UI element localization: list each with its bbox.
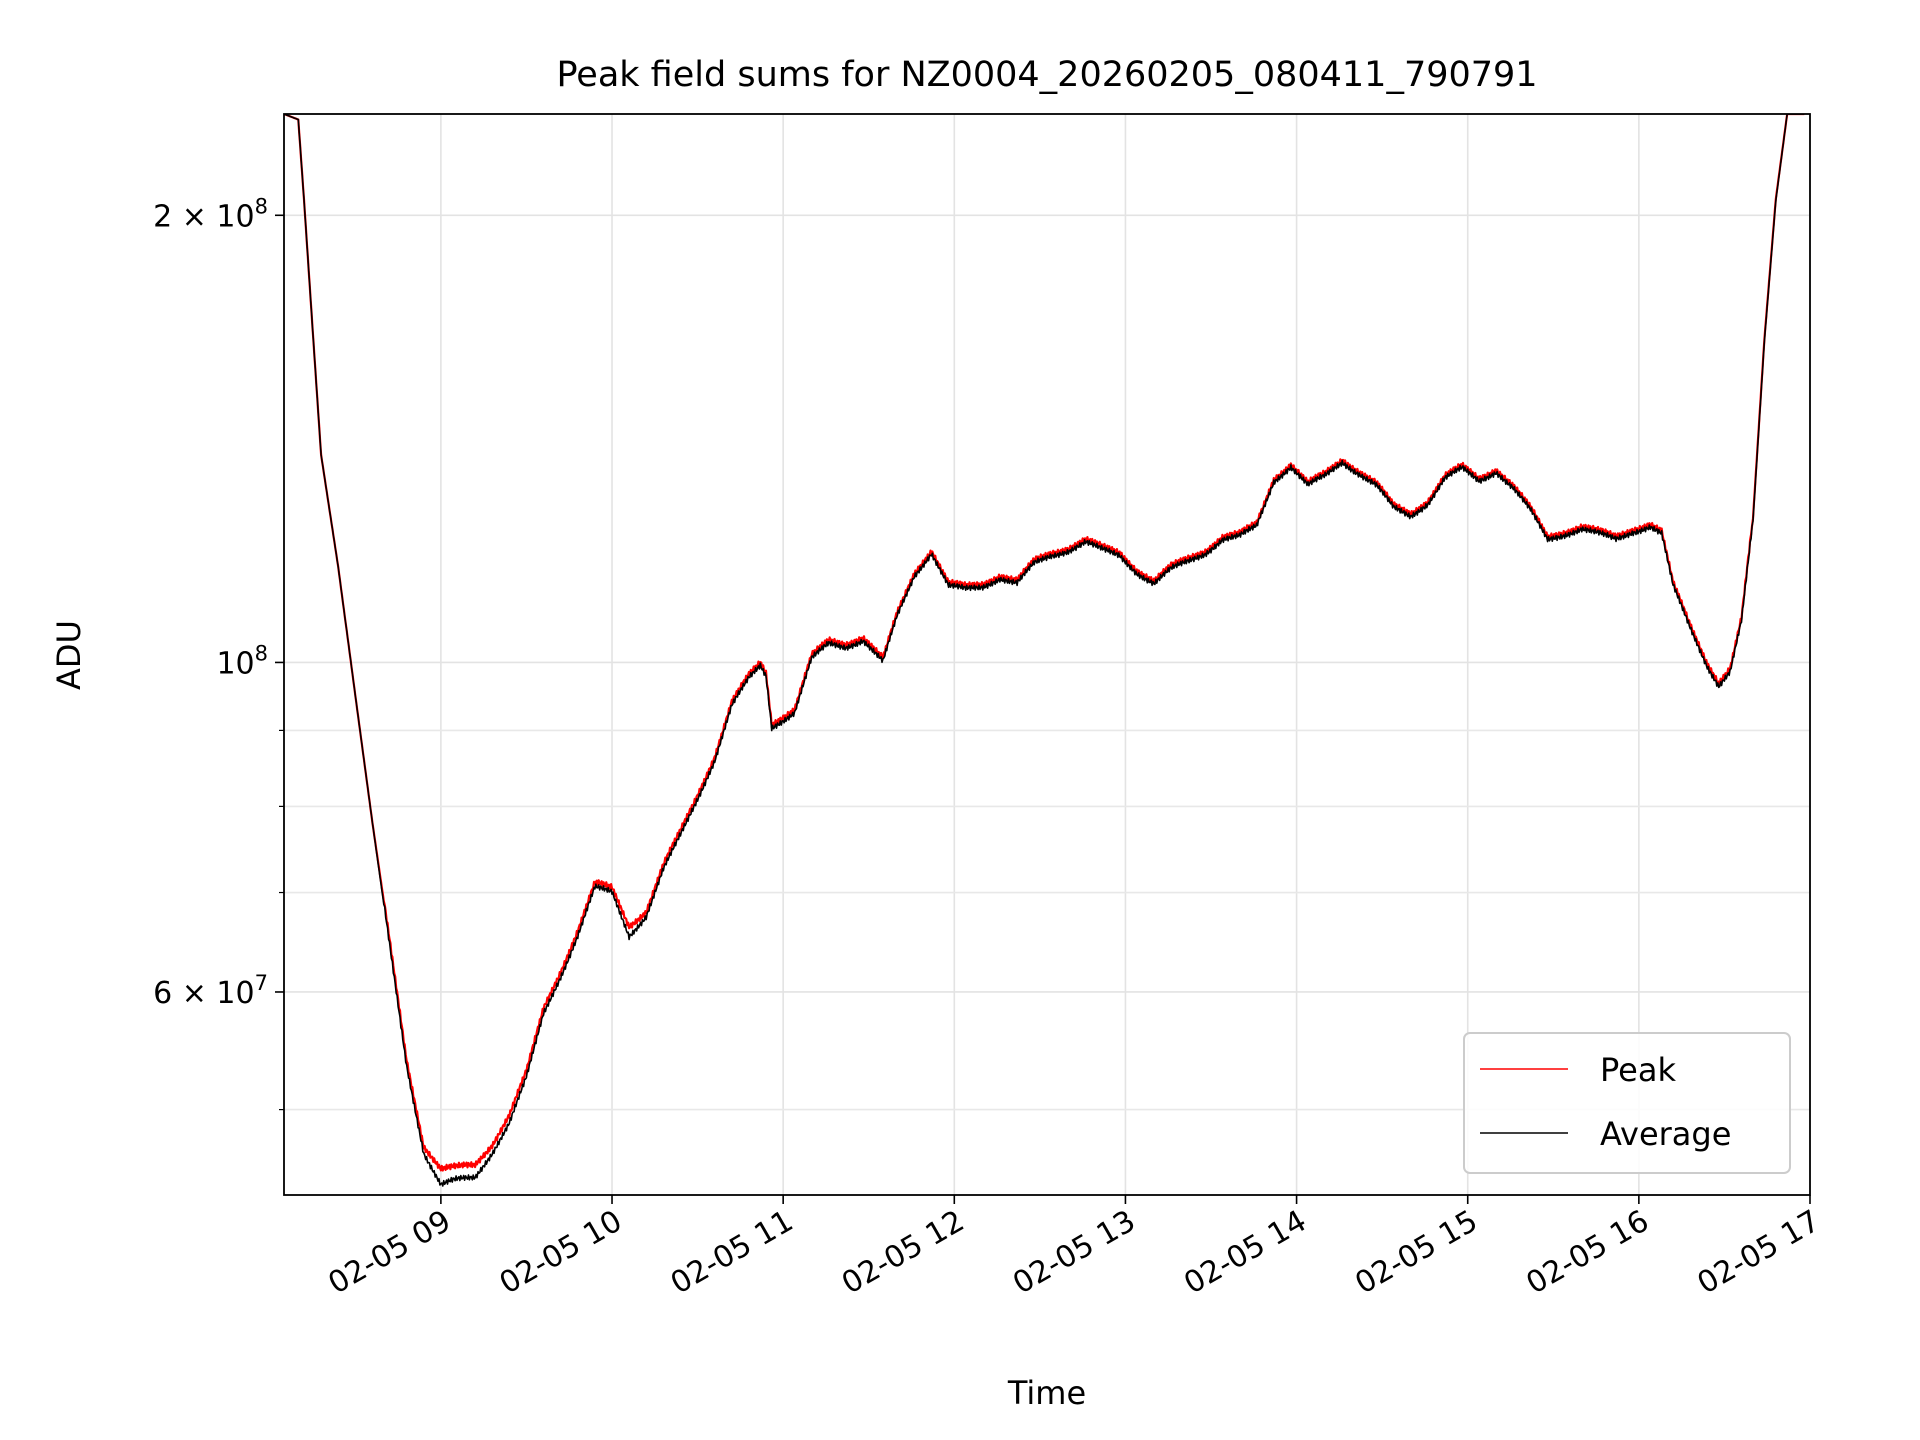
y-tick-label: 6 × 107 bbox=[153, 971, 268, 1011]
plot-frame bbox=[283, 113, 1811, 1196]
legend-label-peak: Peak bbox=[1600, 1051, 1676, 1089]
series-line-average bbox=[284, 114, 1805, 1187]
legend-frame bbox=[1463, 1032, 1791, 1174]
legend-label-average: Average bbox=[1600, 1115, 1731, 1153]
y-tick-label: 2 × 108 bbox=[153, 194, 268, 234]
series-group bbox=[284, 114, 1805, 1187]
x-axis-label: Time bbox=[1007, 1374, 1086, 1412]
series-line-peak bbox=[284, 114, 1805, 1172]
y-axis-label: ADU bbox=[50, 620, 88, 690]
chart-title: Peak field sums for NZ0004_20260205_0804… bbox=[556, 55, 1537, 95]
legend: Peak Average bbox=[1463, 1032, 1791, 1174]
